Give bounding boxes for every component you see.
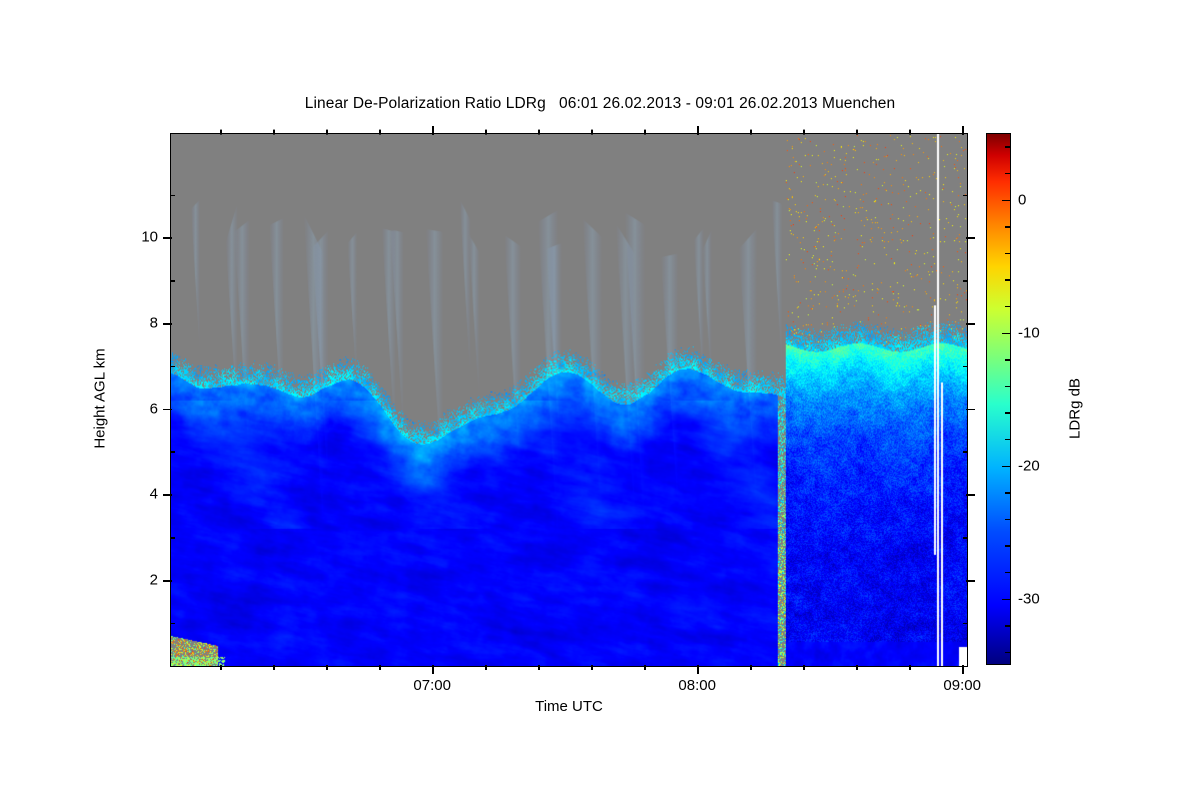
y-minor-tick [170, 280, 175, 282]
colorbar-minor-tick [1005, 172, 1011, 175]
y-major-tick [162, 408, 172, 411]
colorbar-minor-tick [1005, 226, 1011, 228]
x-minor-tick-top [750, 129, 752, 135]
x-minor-tick-top [485, 129, 487, 135]
colorbar-minor-tick [1005, 146, 1011, 148]
x-major-tick [432, 665, 434, 675]
y-major-tick-right [966, 579, 976, 582]
x-ticklabel: 08:00 [678, 677, 716, 694]
y-major-tick-right [966, 408, 976, 411]
x-minor-tick [273, 665, 275, 671]
colorbar-minor-tick [1005, 385, 1011, 388]
colorbar-major-tick [1002, 465, 1011, 467]
x-minor-tick-top [379, 129, 381, 135]
colorbar-major-tick [1002, 332, 1011, 334]
y-minor-tick [170, 537, 175, 539]
colorbar-major-tick [1002, 199, 1011, 201]
x-ticklabel: 07:00 [413, 677, 451, 694]
x-major-tick-top [962, 125, 964, 135]
y-ticklabel: 6 [149, 400, 158, 418]
x-minor-tick-top [538, 129, 540, 135]
x-minor-tick-top [909, 129, 911, 135]
y-major-tick [162, 237, 172, 239]
x-major-tick [697, 665, 699, 675]
x-minor-tick [326, 665, 328, 671]
x-minor-tick [591, 665, 593, 671]
y-minor-tick [170, 451, 175, 454]
x-minor-tick-top [220, 129, 222, 135]
colorbar-minor-tick [1005, 305, 1011, 308]
y-ticklabel: 2 [149, 571, 158, 589]
x-major-tick-top [432, 125, 434, 135]
colorbar-minor-tick [1005, 651, 1011, 654]
colorbar-major-tick [1002, 598, 1011, 600]
colorbar-minor-tick [1005, 518, 1011, 521]
heatmap-plot-area[interactable] [170, 133, 968, 667]
y-major-tick [162, 323, 172, 325]
colorbar[interactable] [986, 133, 1011, 665]
colorbar-title: LDRg dB [1066, 378, 1084, 439]
y-ticklabel: 10 [141, 228, 158, 246]
y-minor-tick [170, 365, 175, 368]
y-major-tick-right [966, 237, 976, 239]
y-minor-tick-right [963, 622, 968, 625]
x-minor-tick [220, 665, 222, 671]
colorbar-minor-tick [1005, 625, 1011, 627]
colorbar-ticklabel: -20 [1018, 457, 1040, 474]
y-minor-tick-right [963, 194, 968, 197]
colorbar-minor-tick [1005, 492, 1011, 494]
y-minor-tick [170, 622, 175, 625]
colorbar-minor-tick [1005, 279, 1011, 281]
x-major-tick-top [697, 125, 699, 135]
x-axis-title: Time UTC [535, 698, 603, 715]
x-minor-tick [538, 665, 540, 671]
x-minor-tick [909, 665, 911, 671]
colorbar-minor-tick [1005, 571, 1011, 574]
y-ticklabel: 8 [149, 314, 158, 332]
y-minor-tick-right [963, 280, 968, 282]
x-minor-tick-top [856, 129, 858, 135]
x-minor-tick [485, 665, 487, 671]
colorbar-minor-tick [1005, 252, 1011, 255]
x-minor-tick [803, 665, 805, 671]
colorbar-minor-tick [1005, 545, 1011, 547]
plot-title: Linear De-Polarization Ratio LDRg 06:01 … [304, 95, 896, 112]
colorbar-ticklabel: -30 [1018, 590, 1040, 607]
colorbar-ticklabel: -10 [1018, 324, 1040, 341]
x-minor-tick-top [273, 129, 275, 135]
y-minor-tick-right [963, 451, 968, 454]
x-minor-tick-top [803, 129, 805, 135]
colorbar-ticklabel: 0 [1018, 191, 1027, 208]
colorbar-minor-tick [1005, 438, 1011, 441]
y-major-tick [162, 494, 172, 496]
x-minor-tick [379, 665, 381, 671]
x-major-tick [962, 665, 964, 675]
x-minor-tick [750, 665, 752, 671]
x-minor-tick-top [326, 129, 328, 135]
x-minor-tick [856, 665, 858, 671]
y-major-tick-right [966, 323, 976, 325]
x-minor-tick-top [591, 129, 593, 135]
y-ticklabel: 4 [149, 485, 158, 503]
y-minor-tick [170, 194, 175, 197]
y-major-tick-right [966, 494, 976, 496]
y-major-tick [162, 579, 172, 582]
y-minor-tick-right [963, 537, 968, 539]
colorbar-minor-tick [1005, 359, 1011, 361]
x-ticklabel: 09:00 [943, 677, 981, 694]
heatmap-canvas [171, 134, 967, 666]
y-minor-tick-right [963, 365, 968, 368]
x-minor-tick [644, 665, 646, 671]
colorbar-minor-tick [1005, 412, 1011, 414]
y-axis-title: Height AGL km [91, 348, 109, 449]
x-minor-tick-top [644, 129, 646, 135]
